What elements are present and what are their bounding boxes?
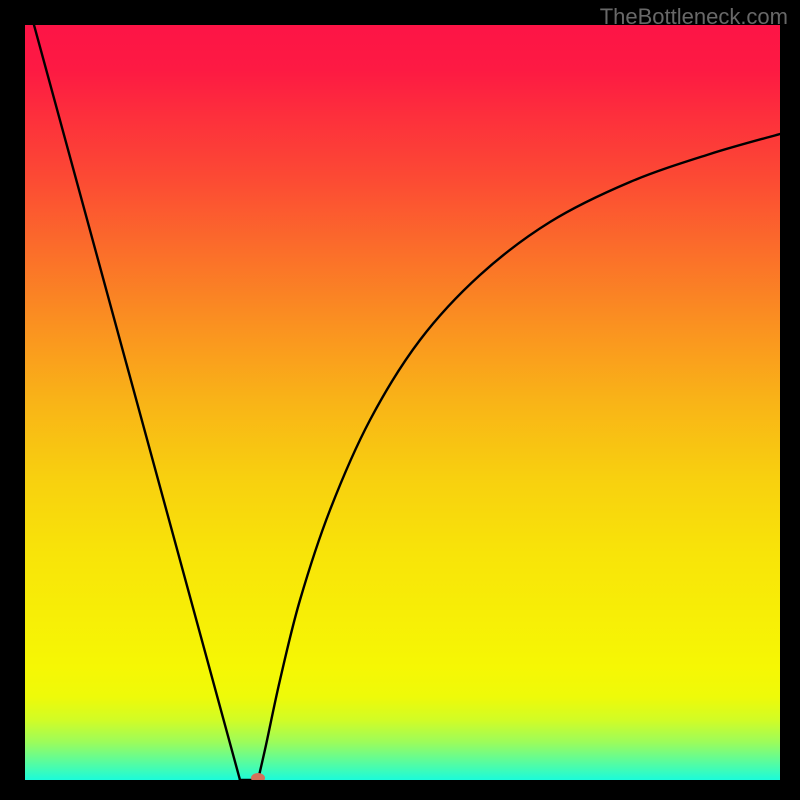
curve-layer [0,0,800,800]
figure-root: TheBottleneck.com [0,0,800,800]
marker-dot [251,773,265,783]
attribution-watermark: TheBottleneck.com [600,4,788,30]
bottleneck-curve [25,0,780,780]
